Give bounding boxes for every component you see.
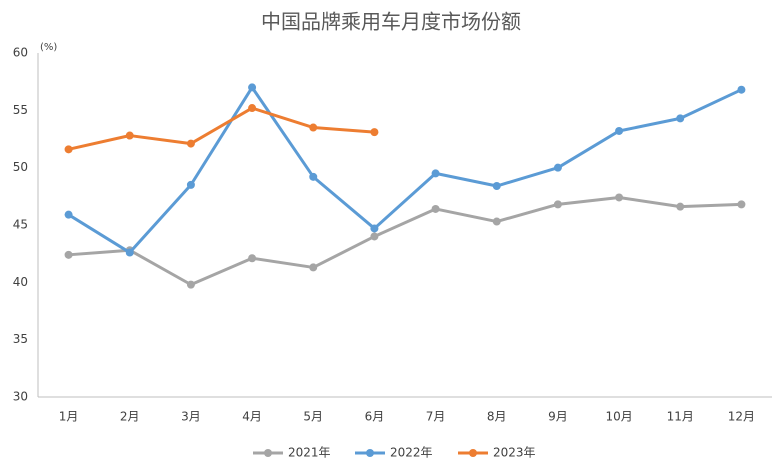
data-point [370,224,379,233]
x-tick-label: 7月 [426,410,446,424]
data-point [676,202,685,211]
data-point [248,83,257,92]
legend-marker [366,449,374,457]
data-point [64,145,73,154]
y-axis-unit: (%) [40,42,57,53]
data-point [309,123,318,132]
data-point [431,204,440,213]
data-point [186,280,195,289]
x-tick-label: 3月 [181,410,201,424]
data-point [64,250,73,259]
y-tick-label: 50 [13,160,28,174]
data-point [676,114,685,123]
legend-marker [469,449,477,457]
data-point [309,172,318,181]
y-tick-label: 30 [13,390,28,404]
y-tick-label: 55 [13,103,28,117]
x-tick-label: 2月 [120,410,140,424]
legend-label: 2022年 [390,446,433,460]
legend-label: 2023年 [493,446,536,460]
y-tick-label: 40 [13,275,28,289]
legend-label: 2021年 [288,446,331,460]
series-line [67,85,743,255]
series-line [68,106,375,151]
data-point [615,126,624,135]
x-tick-label: 1月 [59,410,79,424]
y-tick-label: 60 [13,46,28,60]
data-point [737,85,746,94]
x-tick-label: 6月 [365,410,385,424]
data-point [431,169,440,178]
data-point [186,180,195,189]
data-point [553,200,562,209]
legend-marker [264,449,272,457]
data-point [492,217,501,226]
x-tick-label: 12月 [728,410,755,424]
x-tick-label: 9月 [548,410,568,424]
y-tick-label: 35 [13,332,28,346]
data-point [125,131,134,140]
y-tick-label: 45 [13,218,28,232]
data-point [125,248,134,257]
data-point [370,232,379,241]
x-tick-label: 4月 [242,410,262,424]
x-tick-label: 5月 [303,410,323,424]
x-tick-label: 8月 [487,410,507,424]
chart-title: 中国品牌乘用车月度市场份额 [261,10,521,34]
data-point [615,193,624,202]
data-point [186,139,195,148]
data-point [248,254,257,263]
data-point [64,210,73,219]
series-line [68,195,742,287]
data-point [737,200,746,209]
x-tick-label: 11月 [667,410,694,424]
data-point [492,182,501,191]
data-point [248,104,257,113]
data-point [309,263,318,272]
data-point [553,163,562,172]
data-point [370,128,379,137]
x-tick-label: 10月 [605,410,632,424]
